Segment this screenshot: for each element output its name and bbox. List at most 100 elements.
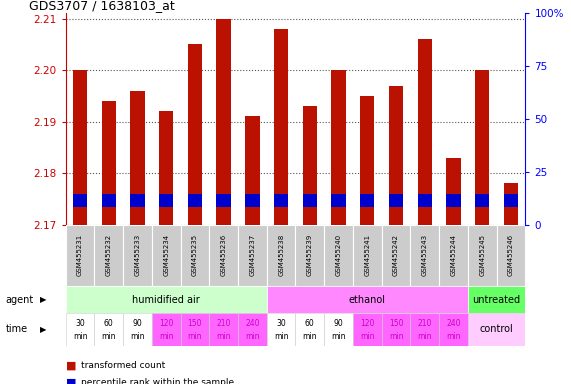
- Text: 30: 30: [75, 319, 85, 328]
- Bar: [216, 18, 231, 225]
- Bar: [439, 225, 468, 286]
- Text: GSM455231: GSM455231: [77, 234, 83, 276]
- Bar: [274, 194, 288, 207]
- Bar: [475, 194, 489, 207]
- Text: 90: 90: [333, 319, 344, 328]
- Bar: [417, 194, 432, 207]
- Bar: [296, 225, 324, 286]
- Text: min: min: [274, 332, 288, 341]
- Bar: [468, 313, 525, 346]
- Bar: [238, 225, 267, 286]
- Text: agent: agent: [6, 295, 34, 305]
- Text: GSM455246: GSM455246: [508, 234, 514, 276]
- Bar: [447, 194, 461, 207]
- Bar: [94, 313, 123, 346]
- Text: min: min: [331, 332, 346, 341]
- Bar: [389, 194, 403, 207]
- Text: GDS3707 / 1638103_at: GDS3707 / 1638103_at: [29, 0, 175, 12]
- Text: 210: 210: [216, 319, 231, 328]
- Bar: [497, 225, 525, 286]
- Text: GSM455243: GSM455243: [422, 234, 428, 276]
- Text: GSM455235: GSM455235: [192, 234, 198, 276]
- Bar: [331, 70, 346, 225]
- Bar: [130, 91, 144, 225]
- Bar: [381, 225, 411, 286]
- Text: transformed count: transformed count: [81, 361, 166, 370]
- Bar: [180, 225, 210, 286]
- Bar: [159, 111, 174, 225]
- Bar: [210, 313, 238, 346]
- Bar: [66, 286, 267, 313]
- Bar: [216, 194, 231, 207]
- Bar: [331, 194, 346, 207]
- Bar: [267, 286, 468, 313]
- Text: 240: 240: [447, 319, 461, 328]
- Text: GSM455237: GSM455237: [250, 234, 255, 276]
- Bar: [130, 194, 144, 207]
- Text: ethanol: ethanol: [349, 295, 386, 305]
- Bar: [360, 194, 375, 207]
- Text: min: min: [216, 332, 231, 341]
- Text: GSM455236: GSM455236: [220, 234, 227, 276]
- Text: percentile rank within the sample: percentile rank within the sample: [81, 378, 234, 384]
- Text: ■: ■: [66, 378, 76, 384]
- Text: min: min: [360, 332, 375, 341]
- Bar: [238, 313, 267, 346]
- Bar: [324, 313, 353, 346]
- Text: 120: 120: [159, 319, 174, 328]
- Text: GSM455238: GSM455238: [278, 234, 284, 276]
- Bar: [353, 313, 381, 346]
- Text: GSM455239: GSM455239: [307, 234, 313, 276]
- Bar: [123, 225, 152, 286]
- Bar: [180, 313, 210, 346]
- Bar: [504, 194, 518, 207]
- Bar: [381, 313, 411, 346]
- Bar: [303, 194, 317, 207]
- Text: 240: 240: [245, 319, 260, 328]
- Text: 90: 90: [132, 319, 142, 328]
- Bar: [475, 70, 489, 225]
- Text: control: control: [480, 324, 513, 334]
- Text: untreated: untreated: [473, 295, 521, 305]
- Bar: [303, 106, 317, 225]
- Text: 210: 210: [417, 319, 432, 328]
- Bar: [417, 39, 432, 225]
- Text: GSM455234: GSM455234: [163, 234, 169, 276]
- Text: min: min: [130, 332, 144, 341]
- Bar: [389, 86, 403, 225]
- Bar: [66, 225, 94, 286]
- Text: min: min: [303, 332, 317, 341]
- Bar: [267, 225, 296, 286]
- Bar: [447, 158, 461, 225]
- Bar: [73, 70, 87, 225]
- Text: min: min: [188, 332, 202, 341]
- Text: GSM455242: GSM455242: [393, 234, 399, 276]
- Bar: [468, 225, 497, 286]
- Bar: [152, 313, 180, 346]
- Bar: [188, 194, 202, 207]
- Bar: [102, 194, 116, 207]
- Text: 60: 60: [305, 319, 315, 328]
- Bar: [210, 225, 238, 286]
- Text: 60: 60: [104, 319, 114, 328]
- Text: min: min: [102, 332, 116, 341]
- Text: GSM455244: GSM455244: [451, 234, 456, 276]
- Bar: [188, 44, 202, 225]
- Bar: [296, 313, 324, 346]
- Text: min: min: [389, 332, 403, 341]
- Bar: [504, 184, 518, 225]
- Text: time: time: [6, 324, 28, 334]
- Bar: [159, 194, 174, 207]
- Text: GSM455241: GSM455241: [364, 234, 371, 276]
- Bar: [353, 225, 381, 286]
- Bar: [267, 313, 296, 346]
- Bar: [245, 116, 260, 225]
- Text: GSM455240: GSM455240: [336, 234, 341, 276]
- Bar: [152, 225, 180, 286]
- Text: min: min: [159, 332, 174, 341]
- Text: ■: ■: [66, 361, 76, 371]
- Text: 150: 150: [389, 319, 403, 328]
- Bar: [73, 194, 87, 207]
- Text: 30: 30: [276, 319, 286, 328]
- Bar: [360, 96, 375, 225]
